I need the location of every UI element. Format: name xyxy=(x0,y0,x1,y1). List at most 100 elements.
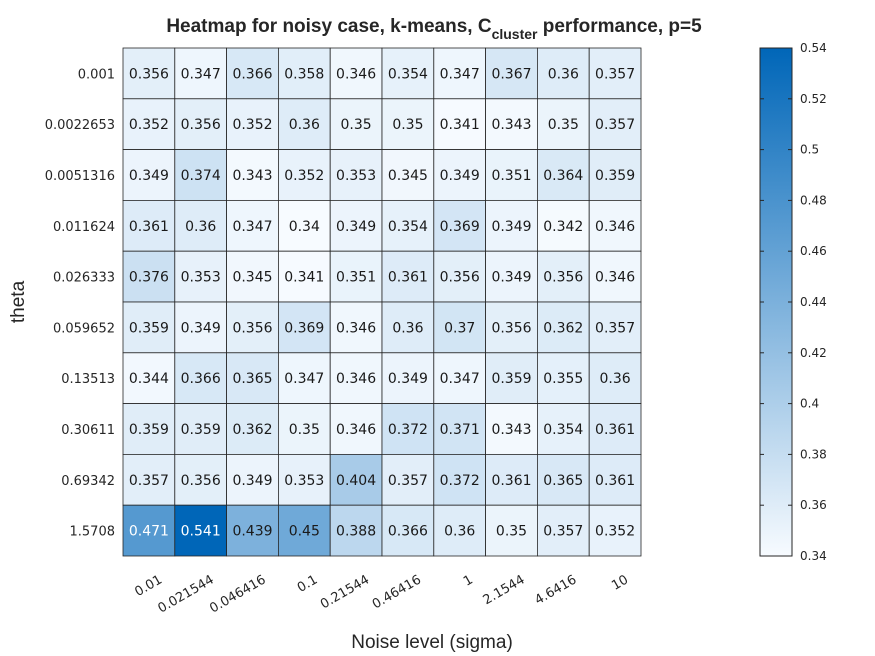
cell-value-label: 0.372 xyxy=(440,473,480,489)
cell-value-label: 0.541 xyxy=(181,524,221,540)
cell-value-label: 0.361 xyxy=(595,422,635,438)
cell-value-label: 0.349 xyxy=(336,219,376,235)
colorbar-tick-label: 0.52 xyxy=(800,92,827,106)
x-tick-label: 0.1 xyxy=(295,572,320,595)
heatmap-cell xyxy=(226,453,279,506)
heatmap-cell xyxy=(381,250,435,303)
cell-value-label: 0.35 xyxy=(289,422,320,438)
heatmap-cell xyxy=(277,453,331,506)
colorbar-tick-label: 0.36 xyxy=(800,498,827,512)
cell-value-label: 0.347 xyxy=(284,371,324,387)
cell-value-label: 0.36 xyxy=(548,66,579,82)
cell-value-label: 0.35 xyxy=(341,117,372,133)
cell-value-label: 0.388 xyxy=(336,524,376,540)
heatmap-cell xyxy=(277,98,331,151)
y-tick-label: 0.026333 xyxy=(53,271,115,286)
heatmap-cell xyxy=(588,199,642,252)
cell-value-label: 0.347 xyxy=(181,66,221,82)
cell-value-label: 0.353 xyxy=(181,270,221,286)
heatmap-cell xyxy=(329,301,383,354)
colorbar-tick-label: 0.54 xyxy=(800,41,827,55)
cell-value-label: 0.352 xyxy=(129,117,169,133)
heatmap-cell xyxy=(174,98,228,151)
cell-value-label: 0.346 xyxy=(595,219,635,235)
cell-value-label: 0.356 xyxy=(543,270,583,286)
heatmap-cell xyxy=(277,504,331,557)
heatmap-cell xyxy=(277,403,331,455)
cell-value-label: 0.36 xyxy=(185,219,216,235)
cell-value-label: 0.361 xyxy=(491,473,531,489)
x-tick-label: 2.1544 xyxy=(481,572,528,608)
cell-value-label: 0.345 xyxy=(388,168,428,184)
cell-value-label: 0.349 xyxy=(388,371,428,387)
colorbar-tick-label: 0.34 xyxy=(800,549,827,563)
heatmap-cell xyxy=(588,453,642,506)
cell-value-label: 0.352 xyxy=(232,117,272,133)
cell-value-label: 0.37 xyxy=(444,320,475,336)
cell-value-label: 0.349 xyxy=(129,168,169,184)
cell-value-label: 0.343 xyxy=(491,117,531,133)
heatmap-cell xyxy=(226,47,279,100)
cell-value-label: 0.45 xyxy=(289,524,320,540)
cell-value-label: 0.364 xyxy=(543,168,583,184)
heatmap-cell xyxy=(588,47,642,100)
cell-value-label: 0.35 xyxy=(548,117,579,133)
chart-title-suffix: performance, p=5 xyxy=(537,16,702,37)
cell-value-label: 0.349 xyxy=(181,320,221,336)
heatmap-cell xyxy=(174,149,228,201)
heatmap-cell xyxy=(433,453,486,506)
heatmap-cell xyxy=(226,403,279,455)
cell-value-label: 0.343 xyxy=(491,422,531,438)
cell-value-label: 0.371 xyxy=(440,422,480,438)
heatmap-cell xyxy=(381,504,435,557)
x-tick-label: 0.46416 xyxy=(370,572,424,612)
heatmap-cell xyxy=(588,250,642,303)
colorbar-ticks: 0.34 0.36 0.38 0.4 0.42 0.44 0.46 0.48 0.5 0.52 0.… xyxy=(760,41,827,563)
heatmap-cell xyxy=(588,504,642,557)
cell-value-label: 0.354 xyxy=(388,66,428,82)
cell-value-label: 0.369 xyxy=(440,219,480,235)
cell-value-label: 0.341 xyxy=(440,117,480,133)
cell-value-label: 0.404 xyxy=(336,473,376,489)
heatmap-cell xyxy=(485,403,538,455)
cell-value-label: 0.346 xyxy=(336,66,376,82)
heatmap-cell xyxy=(537,504,590,557)
heatmap-cell xyxy=(485,453,538,506)
heatmap-cell xyxy=(433,149,486,201)
colorbar-tick-label: 0.38 xyxy=(800,447,827,461)
cell-value-label: 0.374 xyxy=(181,168,221,184)
cell-value-label: 0.354 xyxy=(543,422,583,438)
y-tick-label: 0.059652 xyxy=(53,321,115,336)
cell-value-label: 0.349 xyxy=(440,168,480,184)
x-tick-label: 10 xyxy=(609,572,631,593)
heatmap-cell xyxy=(537,453,590,506)
heatmap-cell xyxy=(485,47,538,100)
cell-value-label: 0.345 xyxy=(232,270,272,286)
cell-value-label: 0.349 xyxy=(491,219,531,235)
heatmap-cell xyxy=(329,250,383,303)
heatmap-cell xyxy=(485,504,538,557)
heatmap-cell xyxy=(226,504,279,557)
cell-value-label: 0.356 xyxy=(129,66,169,82)
cell-value-label: 0.369 xyxy=(284,320,324,336)
heatmap-cell xyxy=(433,352,486,404)
cell-value-label: 0.346 xyxy=(595,270,635,286)
cell-value-label: 0.357 xyxy=(595,320,635,336)
heatmap-cell xyxy=(174,453,228,506)
cell-value-label: 0.366 xyxy=(388,524,428,540)
cell-value-label: 0.347 xyxy=(440,371,480,387)
cell-value-label: 0.343 xyxy=(232,168,272,184)
heatmap-cell xyxy=(433,250,486,303)
y-axis-label: theta xyxy=(8,280,29,323)
heatmap-cell xyxy=(277,352,331,404)
heatmap-cell xyxy=(381,301,435,354)
cell-value-label: 0.346 xyxy=(336,422,376,438)
heatmap-cell xyxy=(537,352,590,404)
cell-value-label: 0.344 xyxy=(129,371,169,387)
y-tick-label: 0.69342 xyxy=(61,474,115,489)
heatmap-cell xyxy=(122,47,176,100)
cell-value-label: 0.439 xyxy=(232,524,272,540)
heatmap-cell xyxy=(174,403,228,455)
cell-value-label: 0.361 xyxy=(388,270,428,286)
cell-value-label: 0.36 xyxy=(444,524,475,540)
